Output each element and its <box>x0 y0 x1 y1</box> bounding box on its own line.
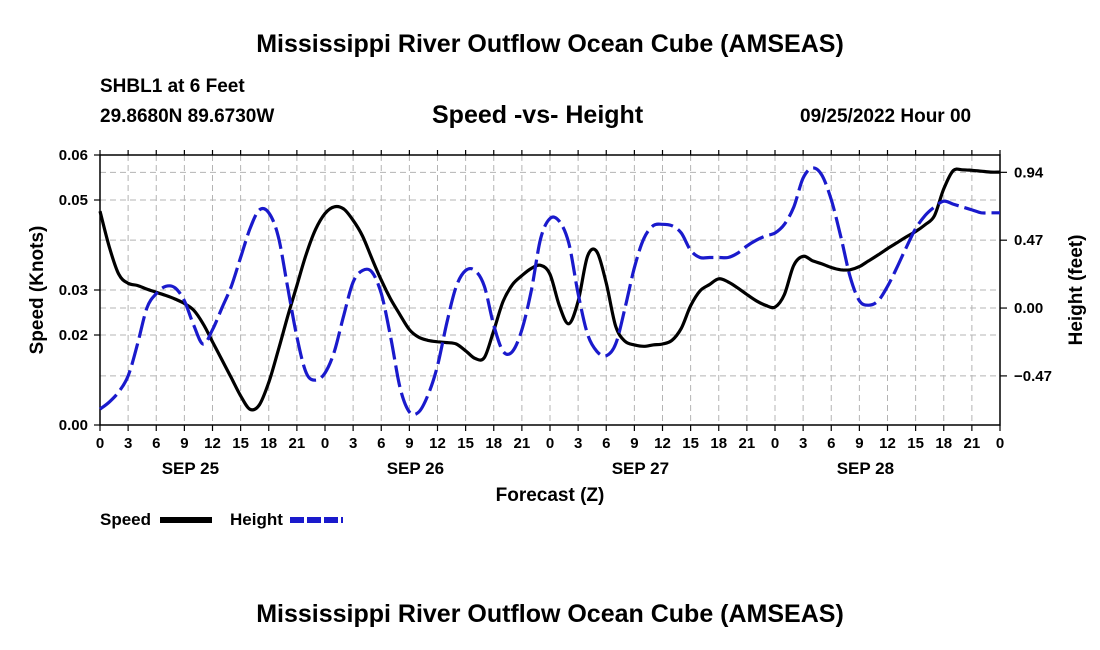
x-tick-label: 12 <box>879 435 896 452</box>
x-tick-label: 18 <box>260 435 277 452</box>
chart-subtitle: Speed -vs- Height <box>432 101 644 129</box>
x-tick-label: 6 <box>152 435 160 452</box>
x-tick-label: 0 <box>996 435 1004 452</box>
x-tick-label: 6 <box>827 435 835 452</box>
station-label: SHBL1 at 6 Feet <box>100 76 245 97</box>
day-label: SEP 27 <box>612 459 669 478</box>
x-tick-label: 21 <box>739 435 756 452</box>
x-tick-label: 12 <box>654 435 671 452</box>
series-group <box>98 166 1001 417</box>
x-tick-label: 0 <box>321 435 329 452</box>
chart-title-bottom: Mississippi River Outflow Ocean Cube (AM… <box>256 600 844 628</box>
x-tick-label: 21 <box>289 435 306 452</box>
coordinates-label: 29.8680N 89.6730W <box>100 106 275 127</box>
x-tick-label: 0 <box>546 435 554 452</box>
x-tick-label: 15 <box>457 435 474 452</box>
y2-axis-label: Height (feet) <box>1066 235 1087 346</box>
x-tick-label: 6 <box>377 435 385 452</box>
x-tick-label: 3 <box>574 435 582 452</box>
series-line-height <box>99 166 1000 417</box>
y-axis-left: 0.00 0.02 0.03 0.05 0.06 <box>59 147 100 434</box>
x-tick-label: 18 <box>935 435 952 452</box>
x-tick-label: 9 <box>180 435 188 452</box>
x-tick-label: 3 <box>349 435 357 452</box>
forecast-datetime: 09/25/2022 Hour 00 <box>800 106 972 127</box>
chart-title-top: Mississippi River Outflow Ocean Cube (AM… <box>256 30 844 58</box>
x-tick-label: 9 <box>855 435 863 452</box>
x-tick-label: 21 <box>964 435 981 452</box>
y-tick-label: 0.00 <box>59 417 88 434</box>
x-tick-label: 15 <box>682 435 699 452</box>
y-axis-label: Speed (Knots) <box>27 226 48 355</box>
x-tick-label: 0 <box>771 435 779 452</box>
x-tick-label: 12 <box>429 435 446 452</box>
y2-tick-label: 0.47 <box>1014 232 1043 249</box>
x-tick-label: 9 <box>405 435 413 452</box>
chart-grid <box>100 155 1000 425</box>
y2-tick-label: −0.47 <box>1014 368 1052 385</box>
x-tick-label: 15 <box>907 435 924 452</box>
day-label: SEP 25 <box>162 459 219 478</box>
y-tick-label: 0.03 <box>59 282 88 299</box>
y-tick-label: 0.02 <box>59 327 88 344</box>
day-label: SEP 28 <box>837 459 894 478</box>
x-tick-label: 0 <box>96 435 104 452</box>
legend: Speed Height <box>100 510 343 529</box>
legend-speed-label: Speed <box>100 510 151 529</box>
x-tick-label: 18 <box>710 435 727 452</box>
x-tick-label: 9 <box>630 435 638 452</box>
y-axis-right: −0.47 0.00 0.47 0.94 <box>1000 164 1052 385</box>
legend-height-label: Height <box>230 510 283 529</box>
y2-tick-label: 0.94 <box>1014 164 1044 181</box>
y-tick-label: 0.06 <box>59 147 88 164</box>
x-tick-label: 3 <box>799 435 807 452</box>
x-tick-label: 15 <box>232 435 249 452</box>
day-label: SEP 26 <box>387 459 444 478</box>
x-tick-label: 6 <box>602 435 610 452</box>
series-line-speed <box>98 167 1001 412</box>
y2-tick-label: 0.00 <box>1014 300 1043 317</box>
x-axis: 0 3 6 9 12 15 18 21 0 3 6 9 12 15 18 21 0 3 6 9 12 15 18 21 0 3 6 9… <box>96 150 1004 478</box>
y-tick-label: 0.05 <box>59 192 88 209</box>
x-tick-label: 21 <box>514 435 531 452</box>
x-tick-label: 3 <box>124 435 132 452</box>
x-axis-label: Forecast (Z) <box>496 485 605 506</box>
x-tick-label: 12 <box>204 435 221 452</box>
x-tick-label: 18 <box>485 435 502 452</box>
